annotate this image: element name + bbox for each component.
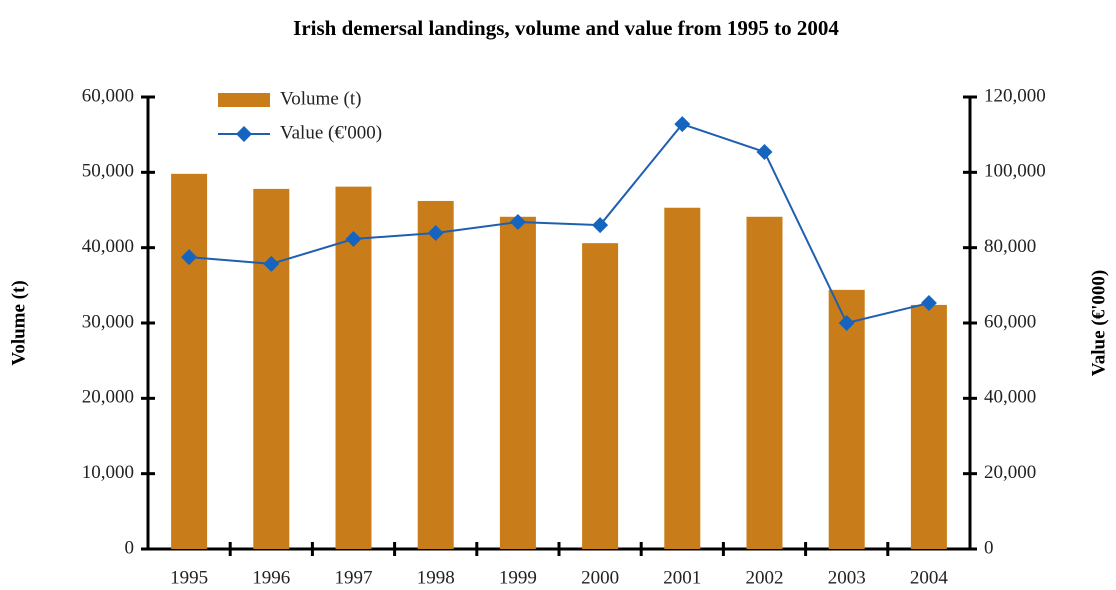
- y-tick-label: 30,000: [82, 311, 134, 332]
- y2-tick-label: 120,000: [984, 85, 1046, 106]
- x-tick-label: 2000: [581, 567, 619, 588]
- chart-title: Irish demersal landings, volume and valu…: [293, 16, 839, 40]
- x-tick-label: 1995: [170, 567, 208, 588]
- marker: [756, 143, 773, 160]
- x-tick-label: 2002: [746, 567, 784, 588]
- x-tick-label: 1999: [499, 567, 537, 588]
- marker: [509, 214, 526, 231]
- x-tick-label: 2004: [910, 567, 949, 588]
- legend-label: Value (€'000): [280, 122, 382, 143]
- y-tick-label: 60,000: [82, 85, 134, 106]
- legend-swatch: [218, 93, 270, 107]
- y-tick-label: 50,000: [82, 161, 134, 182]
- marker: [345, 231, 362, 248]
- marker: [920, 295, 937, 312]
- bar: [335, 186, 372, 549]
- y2-tick-label: 80,000: [984, 236, 1036, 257]
- marker: [181, 249, 198, 266]
- marker: [838, 315, 855, 331]
- y2-tick-label: 0: [984, 537, 994, 558]
- bar: [828, 289, 865, 549]
- bar: [499, 216, 536, 549]
- x-tick-label: 1996: [252, 567, 290, 588]
- line: [189, 122, 930, 325]
- x-tick-label: 1997: [335, 567, 373, 588]
- bar: [417, 200, 454, 549]
- bar: [910, 304, 947, 549]
- bar: [582, 243, 619, 549]
- y-axis-title: Volume (t): [8, 280, 29, 365]
- y-tick-label: 40,000: [82, 236, 134, 257]
- x-tick-label: 2003: [828, 567, 866, 588]
- y2-tick-label: 60,000: [984, 311, 1036, 332]
- marker: [674, 116, 691, 133]
- marker: [263, 255, 280, 272]
- y2-tick-label: 40,000: [984, 387, 1036, 408]
- y-tick-label: 0: [125, 537, 135, 558]
- bar: [253, 188, 290, 549]
- marker: [427, 224, 444, 241]
- y2-tick-label: 100,000: [984, 161, 1046, 182]
- y2-axis-title: Value (€'000): [1088, 270, 1109, 376]
- y2-tick-label: 20,000: [984, 462, 1036, 483]
- y-tick-label: 20,000: [82, 387, 134, 408]
- legend-marker: [236, 126, 252, 142]
- bar: [171, 173, 208, 549]
- x-tick-label: 1998: [417, 567, 455, 588]
- bar: [664, 207, 701, 550]
- legend-label: Volume (t): [280, 88, 361, 109]
- marker: [592, 217, 609, 234]
- y-tick-label: 10,000: [82, 462, 134, 483]
- x-tick-label: 2001: [663, 567, 701, 588]
- bar: [746, 216, 783, 549]
